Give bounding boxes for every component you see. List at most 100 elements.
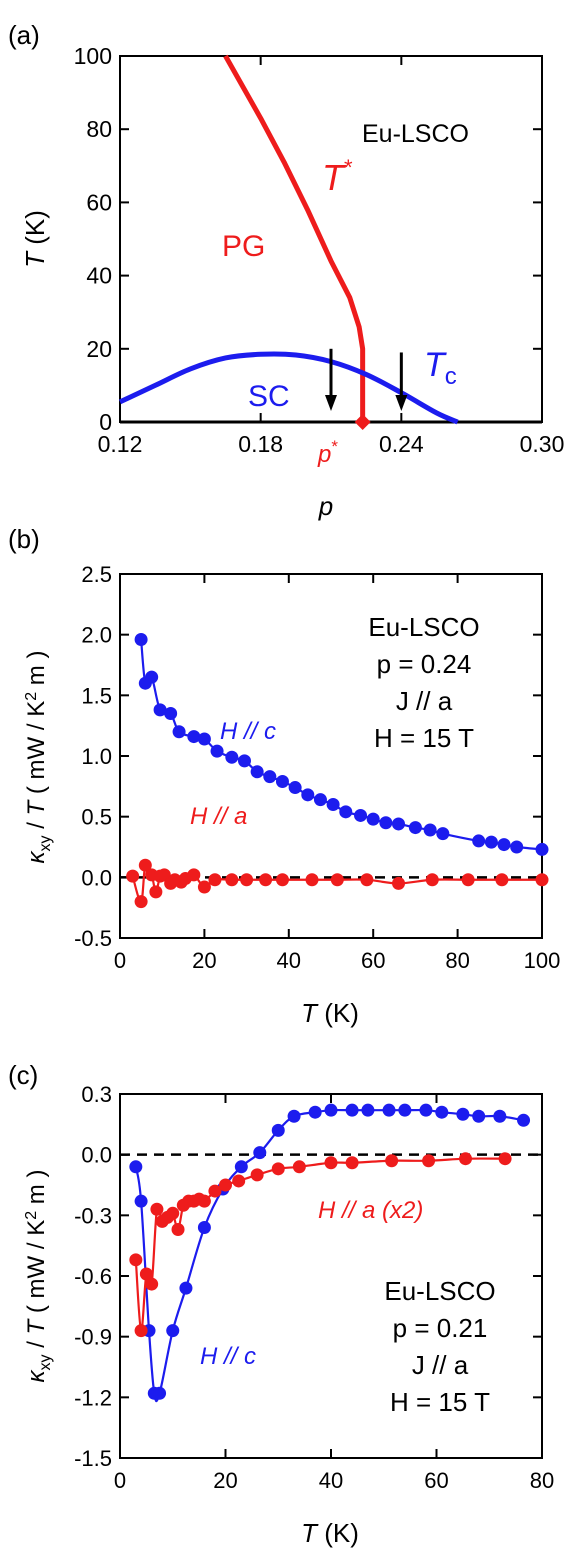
y-tick-label: -1.5	[74, 1446, 112, 1471]
c-x-tick-labels: 0 20 40 60 80	[114, 1468, 554, 1493]
b-data-point-blue	[497, 838, 511, 852]
y-tick-label: 2.0	[81, 623, 112, 648]
pg-label: PG	[222, 230, 265, 263]
b-data-point-blue	[250, 765, 264, 779]
b-data-point-blue	[339, 805, 353, 819]
c-data-point-red	[324, 1156, 338, 1170]
b-data-point-red	[275, 873, 289, 887]
b-data-point-blue	[153, 703, 167, 717]
b-data-point-blue	[288, 781, 302, 795]
c-data-point-blue	[419, 1103, 433, 1117]
x-tick-label: 80	[445, 948, 469, 973]
b-data-point-red	[392, 876, 406, 890]
y-tick-label: 40	[86, 263, 112, 289]
b-data-point-red	[134, 895, 148, 909]
y-tick-label: 0	[99, 409, 112, 435]
c-data-point-red	[197, 1194, 211, 1208]
c-data-point-blue	[517, 1113, 531, 1127]
y-tick-label: -0.3	[74, 1203, 112, 1228]
pstar-diamond	[354, 414, 371, 430]
panel-label-a: (a)	[8, 20, 40, 50]
y-tick-label: -0.9	[74, 1325, 112, 1350]
y-tick-label: 80	[86, 116, 112, 142]
b-data-point-blue	[379, 816, 393, 830]
panel-a: (a) 0.12 0.18 0.24 0.30 0 20 40 60 80 100 Eu-LSC…	[8, 20, 564, 521]
panel-label-b: (b)	[8, 524, 40, 554]
x-tick-label: 0.18	[238, 431, 283, 457]
tstar-label: T*	[322, 155, 353, 198]
down-arrow-head	[395, 395, 408, 412]
down-arrow-head	[325, 395, 337, 412]
c-label-ha: H // a (x2)	[318, 1197, 423, 1224]
y-tick-label: -0.6	[74, 1264, 112, 1289]
c-data-point-blue	[287, 1109, 301, 1123]
y-tick-label: 0.0	[81, 865, 112, 890]
c-data-point-blue	[345, 1103, 359, 1117]
a-lines	[118, 54, 542, 430]
c-param-sample: Eu-LSCO	[384, 1276, 495, 1306]
b-data-point-blue	[134, 633, 148, 647]
b-data-point-blue	[392, 817, 406, 831]
b-y-tick-labels: -0.5 0.0 0.5 1.0 1.5 2.0 2.5	[74, 562, 112, 951]
c-data-point-blue	[472, 1109, 486, 1123]
tstar-line	[223, 54, 366, 422]
y-tick-label: 20	[86, 336, 112, 362]
c-data-point-blue	[493, 1109, 507, 1123]
c-data-point-red	[292, 1160, 306, 1174]
x-tick-label: 0.24	[379, 431, 424, 457]
c-data-point-blue	[398, 1103, 412, 1117]
a-x-tick-labels: 0.12 0.18 0.24 0.30	[98, 431, 565, 457]
c-data-point-blue	[435, 1105, 449, 1119]
b-data-point-red	[240, 873, 254, 887]
c-data-point-red	[150, 1202, 164, 1216]
b-data-point-blue	[366, 812, 380, 826]
y-tick-label: 0.3	[81, 1082, 112, 1107]
sample-label-a: Eu-LSCO	[362, 120, 469, 148]
b-data-point-red	[535, 873, 549, 887]
y-axis-label-b: κxy / T ( mW / K2 m )	[23, 651, 54, 864]
x-tick-label: 60	[424, 1468, 448, 1493]
c-data-point-blue	[271, 1123, 285, 1137]
sc-label: SC	[248, 380, 290, 413]
b-series	[120, 633, 549, 909]
b-data-point-blue	[172, 725, 186, 739]
b-data-point-red	[461, 873, 475, 887]
b-data-point-blue	[313, 793, 327, 807]
c-data-point-blue	[153, 1386, 167, 1400]
a-y-tick-labels: 0 20 40 60 80 100	[74, 43, 112, 435]
c-data-point-red	[271, 1162, 285, 1176]
b-data-point-red	[126, 869, 140, 883]
b-param-p: p = 0.24	[377, 649, 472, 679]
y-tick-label: 1.5	[81, 683, 112, 708]
b-data-point-blue	[225, 750, 239, 764]
b-label-ha: H // a	[190, 803, 247, 830]
b-data-point-red	[187, 868, 201, 882]
tc-label: Tc	[424, 346, 457, 390]
c-data-point-red	[208, 1184, 222, 1198]
c-param-p: p = 0.21	[393, 1313, 488, 1343]
c-data-point-blue	[361, 1103, 375, 1117]
y-tick-label: 1.0	[81, 744, 112, 769]
y-tick-label: 2.5	[81, 562, 112, 587]
b-data-point-red	[305, 873, 319, 887]
b-data-point-blue	[197, 732, 211, 746]
b-data-point-blue	[535, 842, 549, 856]
c-param-j: J // a	[412, 1350, 469, 1380]
y-tick-label: -1.2	[74, 1385, 112, 1410]
c-data-point-blue	[234, 1160, 248, 1174]
b-data-point-blue	[484, 835, 498, 849]
c-data-point-blue	[179, 1281, 193, 1295]
b-data-point-blue	[210, 744, 224, 758]
b-data-point-blue	[472, 834, 486, 848]
y-tick-label: 100	[74, 43, 112, 69]
x-tick-label: 40	[277, 948, 301, 973]
c-parameter-box: Eu-LSCO p = 0.21 J // a H = 15 T	[384, 1276, 495, 1417]
c-y-tick-labels: -1.5 -1.2 -0.9 -0.6 -0.3 0.0 0.3	[74, 1082, 112, 1471]
c-data-point-blue	[166, 1324, 180, 1338]
x-tick-label: 0	[114, 948, 126, 973]
c-label-hc: H // c	[200, 1343, 256, 1370]
c-data-point-blue	[129, 1160, 143, 1174]
x-tick-label: 60	[361, 948, 385, 973]
b-data-point-red	[259, 873, 273, 887]
